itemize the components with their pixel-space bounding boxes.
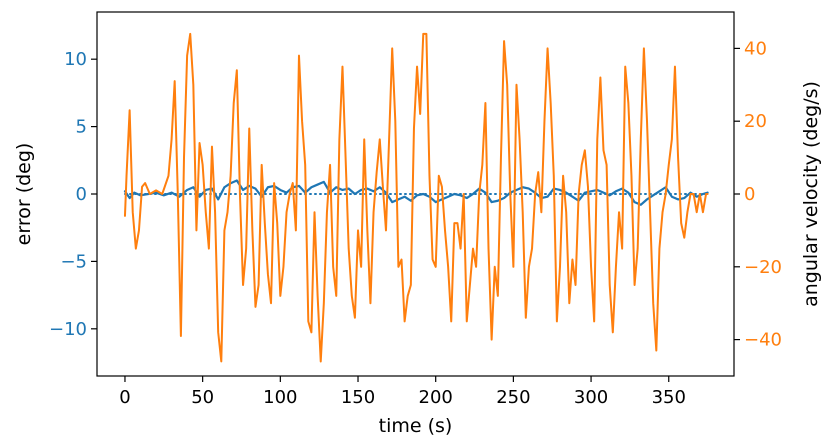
right-y-tick-label: −40	[744, 330, 782, 351]
x-tick-label: 250	[496, 387, 530, 408]
left-y-tick-label: 0	[76, 184, 87, 205]
x-tick-label: 150	[341, 387, 375, 408]
left-y-tick-label: −10	[49, 319, 87, 340]
x-tick-label: 200	[419, 387, 453, 408]
series-layer	[123, 32, 709, 363]
right-y-tick-label: 40	[744, 38, 767, 59]
error-series-line	[123, 179, 709, 206]
left-y-axis-label: error (deg)	[13, 143, 35, 246]
x-tick-label: 0	[119, 387, 130, 408]
left-y-tick-label: 5	[76, 117, 87, 138]
right-y-tick-label: 20	[744, 111, 767, 132]
x-tick-label: 100	[263, 387, 297, 408]
left-y-axis-ticks: 10 5 0 −5 −10	[49, 49, 97, 340]
x-tick-label: 300	[574, 387, 608, 408]
x-axis-ticks: 0 50 100 150 200 250 300 350	[119, 376, 686, 408]
right-y-tick-label: −20	[744, 257, 782, 278]
x-axis-label: time (s)	[379, 415, 453, 437]
right-y-tick-label: 0	[744, 184, 755, 205]
angular-velocity-series-line	[123, 32, 709, 363]
x-tick-label: 50	[191, 387, 214, 408]
right-y-axis-label: angular velocity (deg/s)	[800, 81, 822, 307]
left-y-tick-label: 10	[64, 49, 87, 70]
left-y-tick-label: −5	[60, 251, 87, 272]
x-tick-label: 350	[652, 387, 686, 408]
right-y-axis-ticks: 40 20 0 −20 −40	[734, 38, 782, 351]
